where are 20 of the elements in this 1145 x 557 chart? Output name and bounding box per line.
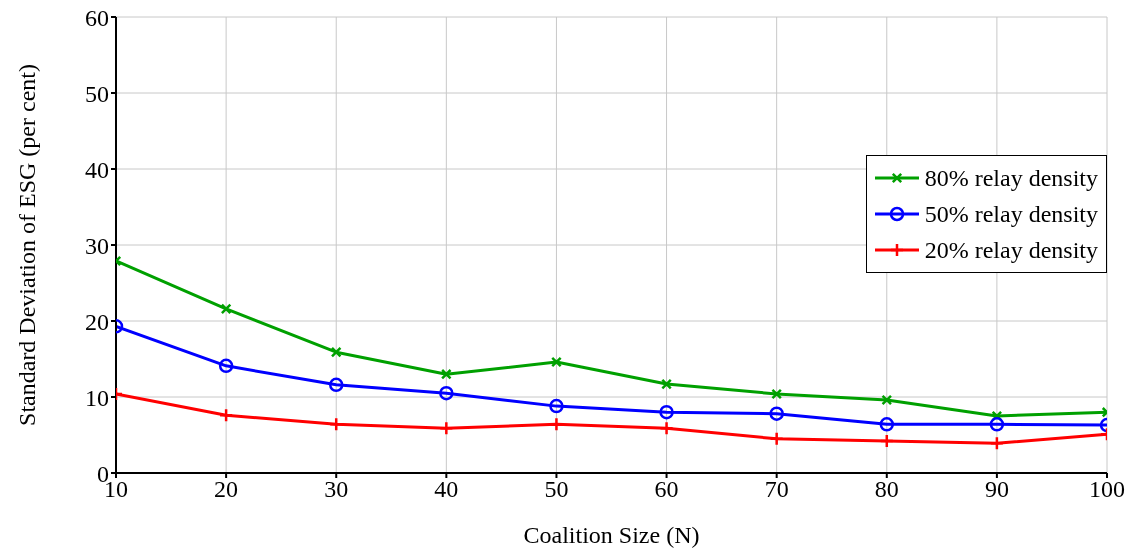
- x-axis-title: Coalition Size (N): [523, 522, 700, 548]
- x-tick-label: 40: [434, 476, 459, 503]
- x-tick-label: 90: [984, 476, 1009, 503]
- y-tick-label: 40: [85, 156, 109, 183]
- x-tick-label: 30: [324, 476, 349, 503]
- x-tick-label: 50: [544, 476, 569, 503]
- legend-label: 80% relay density: [924, 164, 1098, 192]
- y-tick-label: 30: [85, 232, 109, 259]
- y-tick-label: 10: [85, 384, 109, 411]
- x-tick-label: 20: [214, 476, 239, 503]
- x-tick-label: 100: [1089, 476, 1125, 503]
- x-tick-label: 80: [874, 476, 899, 503]
- legend-label: 50% relay density: [924, 200, 1098, 228]
- y-tick-label: 20: [85, 308, 109, 335]
- legend-label: 20% relay density: [924, 236, 1098, 264]
- y-tick-label: 50: [85, 80, 109, 107]
- x-tick-label: 60: [654, 476, 679, 503]
- y-tick-label: 60: [85, 4, 109, 31]
- x-tick-label: 70: [764, 476, 789, 503]
- y-axis-title: Standard Deviation of ESG (per cent): [13, 64, 40, 426]
